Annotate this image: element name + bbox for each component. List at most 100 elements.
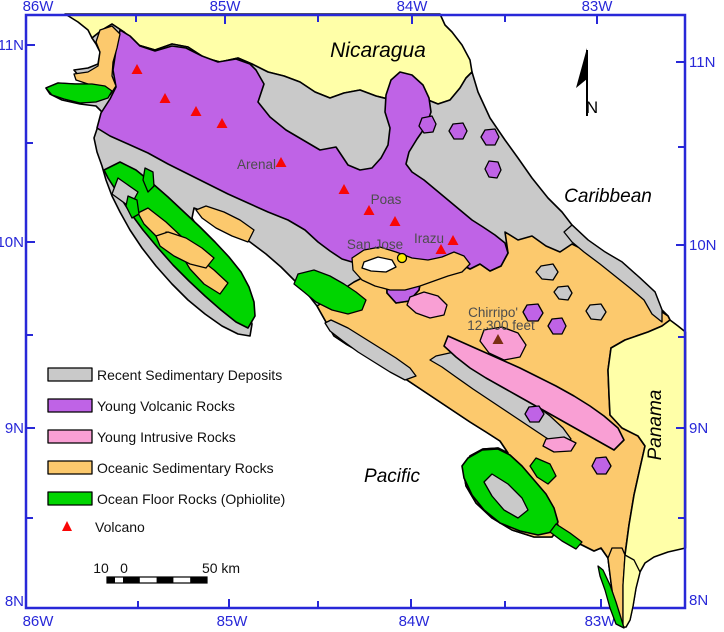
feature-labels: Arenal Poas Irazu San Jose Chirripo' 12,…: [237, 157, 535, 333]
volcano-marker: [190, 106, 202, 116]
legend-label-ophiolite: Ocean Floor Rocks (Ophiolite): [97, 491, 285, 507]
valle-central-core: [361, 256, 397, 273]
map-frame: [24, 13, 687, 610]
volcano-marker: [216, 118, 228, 128]
volcanic-blob-6: [547, 317, 567, 335]
caribbean-coastal-gray-strip: [563, 224, 663, 323]
santa-elena-ophiolite: [45, 82, 113, 104]
lon-label-bottom-85w: 85W: [217, 613, 249, 630]
lat-label-left-8n: 8N: [5, 593, 24, 610]
chirripo-label: Chirripo': [468, 305, 518, 320]
volcanic-blobs: [418, 115, 612, 475]
green-sliver-2: [125, 195, 140, 219]
pacific-label: Pacific: [364, 466, 420, 487]
lat-label-left-9n: 9N: [5, 420, 24, 437]
gray-blob-1: [535, 263, 559, 281]
legend-swatch-oceanic-sedimentary: [47, 460, 93, 475]
panama-label: Panama: [645, 390, 666, 461]
legend-label-oceanic-sedimentary: Oceanic Sedimentary Rocks: [97, 460, 274, 476]
legend: Recent Sedimentary Deposits Young Volcan…: [47, 367, 285, 535]
burica-ophiolite: [597, 565, 625, 629]
scale-bar-segment: [190, 577, 207, 583]
san-jose-city-dot: [396, 252, 408, 264]
volcanic-blob-5: [522, 303, 544, 322]
volcanic-blob-2: [448, 122, 468, 140]
gray-blob-3: [585, 303, 607, 321]
north-arrow-letter: N: [586, 98, 598, 117]
volcanic-blob-3: [480, 128, 500, 146]
gray-blob-2: [553, 285, 573, 301]
talamanca-intrusive-band: [443, 335, 625, 451]
legend-label-recent-sedimentary: Recent Sedimentary Deposits: [97, 367, 282, 383]
chirripo-summit-marker: [492, 334, 504, 344]
burica-tip-overlay: [597, 547, 641, 629]
scale-label-0: 0: [120, 560, 128, 576]
lon-label-top-85w: 85W: [210, 0, 242, 15]
volcanic-blob-8: [591, 456, 612, 475]
intrusive-patch-south: [542, 436, 577, 453]
north-arrow-head: [576, 48, 587, 88]
legend-label-volcano: Volcano: [95, 519, 145, 535]
lon-label-top-86w: 86W: [23, 0, 55, 15]
legend-swatch-ophiolite: [47, 491, 93, 506]
legend-swatch-young-volcanic: [47, 398, 93, 413]
volcano-marker: [447, 235, 459, 245]
legend-volcano-icon: [62, 521, 72, 531]
burica-panama-strip: [622, 554, 641, 628]
san-jose-label: San Jose: [347, 237, 403, 252]
volcano-marker: [389, 216, 401, 226]
volcano-marker: [159, 93, 171, 103]
scale-bar-segment: [107, 577, 115, 583]
lon-label-top-84w: 84W: [397, 0, 429, 15]
lat-label-right-10n: 10N: [689, 237, 717, 254]
legend-swatch-young-intrusive: [47, 429, 93, 444]
central-ophiolite: [293, 269, 367, 315]
golfito-ophiolite: [549, 523, 583, 550]
volcanic-blob-7: [524, 405, 545, 423]
lat-label-left-10n: 10N: [0, 234, 24, 251]
lon-label-bottom-83w: 83W: [585, 613, 617, 630]
gulf-north-orange: [195, 205, 255, 243]
poas-label: Poas: [371, 192, 402, 207]
map-frame-group: [24, 13, 687, 610]
legend-swatch-recent-sedimentary: [47, 367, 93, 382]
gulf-south-orange: [155, 231, 215, 269]
scale-bar: 10 0 50 km: [93, 560, 240, 584]
lon-label-top-83w: 83W: [582, 0, 614, 15]
scale-label-10: 10: [93, 560, 109, 576]
green-sliver-1: [142, 167, 155, 193]
scale-label-50km: 50 km: [202, 560, 240, 576]
north-arrow: N: [576, 48, 598, 117]
volcano-marker: [338, 184, 350, 194]
volcano-markers: [131, 64, 459, 254]
scale-bar-segment: [156, 577, 174, 583]
volcanic-arc-region: [96, 29, 509, 304]
lat-label-right-9n: 9N: [689, 420, 708, 437]
lon-label-bottom-84w: 84W: [399, 613, 431, 630]
chirripo-elevation-label: 12,300 feet: [467, 318, 535, 333]
volcano-marker-poas: [363, 205, 375, 215]
gray-blobs: [535, 263, 607, 321]
inland-ophiolite-patch: [529, 457, 557, 485]
lat-label-right-8n: 8N: [689, 592, 708, 609]
volcanic-blob-1: [418, 115, 437, 134]
legend-label-young-volcanic: Young Volcanic Rocks: [97, 398, 235, 414]
volcano-marker-arenal: [275, 157, 287, 167]
intrusive-patch-west: [406, 291, 448, 319]
pacific-coastal-gray-strip: [324, 319, 417, 381]
lat-label-right-11n: 11N: [689, 54, 715, 71]
nicaragua-label: Nicaragua: [330, 39, 426, 62]
legend-label-young-intrusive: Young Intrusive Rocks: [97, 429, 236, 445]
axis-ticks: [26, 15, 685, 608]
volcanic-blob-4: [484, 160, 502, 179]
irazu-label: Irazu: [414, 231, 444, 246]
lon-label-bottom-86w: 86W: [23, 613, 55, 630]
caribbean-label: Caribbean: [564, 186, 652, 207]
arenal-label: Arenal: [237, 157, 276, 172]
volcano-marker-irazu: [435, 244, 447, 254]
lat-label-left-11n: 11N: [0, 37, 24, 54]
osa-gray-core: [483, 473, 529, 519]
